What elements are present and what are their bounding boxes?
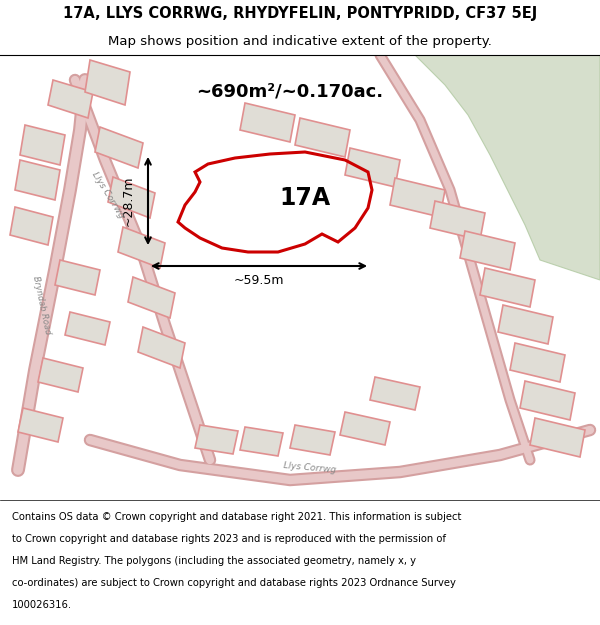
Text: ~59.5m: ~59.5m [234, 274, 284, 288]
Polygon shape [10, 207, 53, 245]
Polygon shape [498, 305, 553, 344]
Text: Bryndab Road: Bryndab Road [31, 275, 53, 335]
Text: ~690m²/~0.170ac.: ~690m²/~0.170ac. [196, 83, 383, 101]
Polygon shape [18, 408, 63, 442]
Polygon shape [128, 277, 175, 318]
Polygon shape [95, 127, 143, 168]
Polygon shape [295, 118, 350, 157]
Polygon shape [460, 231, 515, 270]
Text: co-ordinates) are subject to Crown copyright and database rights 2023 Ordnance S: co-ordinates) are subject to Crown copyr… [12, 578, 456, 588]
Polygon shape [430, 201, 485, 240]
Text: Contains OS data © Crown copyright and database right 2021. This information is : Contains OS data © Crown copyright and d… [12, 512, 461, 522]
Polygon shape [108, 177, 155, 218]
Text: 17A: 17A [280, 186, 331, 210]
Polygon shape [15, 160, 60, 200]
Text: HM Land Registry. The polygons (including the associated geometry, namely x, y: HM Land Registry. The polygons (includin… [12, 556, 416, 566]
Text: Llys Corrwg: Llys Corrwg [283, 461, 337, 475]
Polygon shape [530, 418, 585, 457]
Text: to Crown copyright and database rights 2023 and is reproduced with the permissio: to Crown copyright and database rights 2… [12, 534, 446, 544]
Text: ~28.7m: ~28.7m [121, 176, 134, 226]
Polygon shape [118, 227, 165, 268]
Polygon shape [390, 178, 445, 217]
Polygon shape [240, 103, 295, 142]
Polygon shape [345, 148, 400, 187]
Text: 17A, LLYS CORRWG, RHYDYFELIN, PONTYPRIDD, CF37 5EJ: 17A, LLYS CORRWG, RHYDYFELIN, PONTYPRIDD… [63, 6, 537, 21]
Polygon shape [48, 80, 93, 118]
Polygon shape [415, 55, 600, 280]
Polygon shape [240, 427, 283, 456]
Polygon shape [20, 125, 65, 165]
Polygon shape [290, 425, 335, 455]
Text: 100026316.: 100026316. [12, 600, 72, 610]
Polygon shape [195, 425, 238, 454]
Polygon shape [55, 260, 100, 295]
Polygon shape [520, 381, 575, 420]
Polygon shape [85, 60, 130, 105]
Text: Llys Corrwg: Llys Corrwg [90, 170, 126, 220]
Polygon shape [370, 377, 420, 410]
Polygon shape [480, 268, 535, 307]
Polygon shape [138, 327, 185, 368]
Text: Map shows position and indicative extent of the property.: Map shows position and indicative extent… [108, 35, 492, 48]
Polygon shape [340, 412, 390, 445]
Polygon shape [38, 358, 83, 392]
Polygon shape [510, 343, 565, 382]
Polygon shape [65, 312, 110, 345]
